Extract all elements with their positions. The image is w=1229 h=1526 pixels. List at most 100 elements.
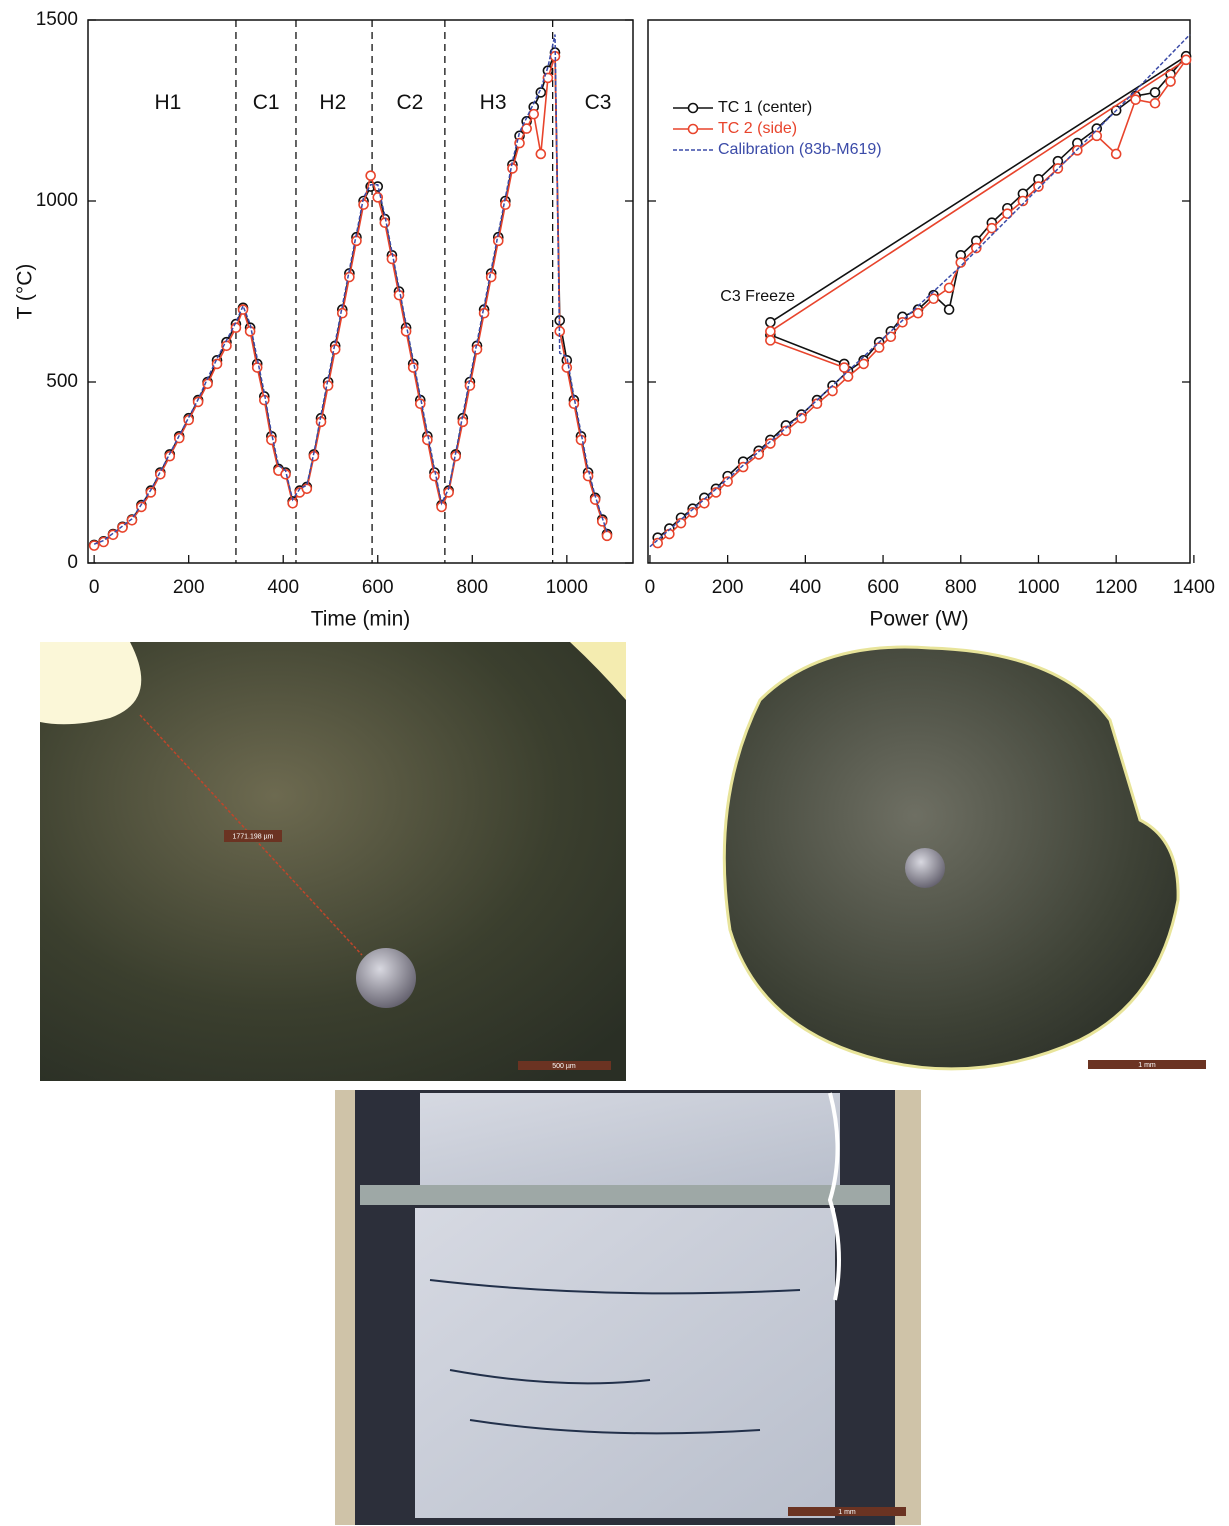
scale-bar [518, 1061, 611, 1070]
point [1110, 148, 1122, 160]
plot-frame [87, 19, 634, 564]
measure-box [224, 830, 282, 842]
point [329, 344, 341, 355]
point [601, 530, 613, 542]
micrograph-3: 1 mm [335, 1090, 921, 1525]
x-tick-label: 200 [173, 577, 205, 598]
point [765, 316, 776, 328]
point [928, 293, 939, 305]
point [943, 282, 955, 294]
point [897, 316, 908, 328]
point [429, 470, 440, 482]
point [827, 385, 838, 397]
point [322, 380, 334, 391]
sample [722, 645, 1180, 1071]
micrograph-1: 1771.198 µm 500 µm [40, 642, 626, 1081]
point [652, 537, 664, 549]
point [912, 307, 924, 319]
point [492, 235, 504, 247]
annotation: H2 [319, 91, 346, 114]
seam [360, 1185, 890, 1205]
point [765, 326, 776, 337]
point [1180, 54, 1192, 66]
point [478, 307, 490, 319]
point [528, 108, 540, 120]
annotation: C2 [396, 91, 423, 114]
point [722, 476, 733, 487]
point [1165, 76, 1176, 87]
point [266, 434, 277, 446]
point [1130, 94, 1141, 105]
point [351, 235, 362, 247]
point [664, 528, 675, 540]
x-tick-label: 1000 [546, 577, 588, 598]
point [943, 304, 955, 315]
scale-bar [1088, 1060, 1206, 1069]
point [358, 199, 369, 210]
scale-label: 500 µm [552, 1063, 576, 1070]
micrograph-2: 1 mm [722, 645, 1206, 1071]
point [485, 271, 497, 283]
point [211, 358, 223, 370]
point [753, 449, 765, 460]
point [500, 199, 511, 210]
y-tick-label: 0 [67, 552, 78, 573]
legend-label: TC 1 (center) [718, 99, 812, 116]
annotation: H1 [154, 91, 181, 114]
point [230, 322, 242, 334]
point [244, 326, 256, 337]
x-tick-label: 0 [89, 577, 100, 598]
x-tick-label: 800 [456, 577, 488, 598]
y-axis-label: T (°C) [14, 264, 37, 320]
point [1149, 97, 1161, 109]
y-tick-label: 500 [46, 371, 78, 392]
x-tick-label: 200 [712, 577, 744, 598]
x-axis-label: Time (min) [311, 608, 411, 631]
edge [570, 642, 626, 700]
point [575, 434, 587, 446]
point [507, 163, 518, 174]
annotation: C3 [585, 91, 612, 114]
cracks [429, 1279, 801, 1435]
legend-marker [687, 102, 699, 114]
x-tick-label: 600 [362, 577, 394, 598]
point [393, 289, 405, 301]
point [379, 217, 391, 229]
point [971, 242, 982, 254]
point [315, 416, 327, 428]
x-tick-label: 1400 [1173, 577, 1215, 598]
point [765, 335, 776, 346]
point [765, 438, 776, 449]
point [838, 362, 850, 373]
y-tick-label: 1000 [36, 190, 78, 211]
crystal [415, 1208, 835, 1518]
x-tick-label: 1200 [1095, 577, 1137, 598]
legend-label: Calibration (83b-M619) [718, 141, 882, 158]
point [422, 434, 433, 446]
annotation: H3 [480, 91, 507, 114]
legend-label: TC 2 (side) [718, 120, 797, 137]
point [365, 170, 376, 181]
point [885, 331, 897, 343]
point [699, 497, 710, 509]
crystal [420, 1093, 840, 1185]
x-tick-label: 1000 [1017, 577, 1059, 598]
point [337, 307, 348, 319]
point [1017, 195, 1029, 207]
edge [40, 642, 142, 725]
annotation: C3 Freeze [720, 288, 795, 305]
micrograph-bg [40, 642, 626, 1081]
point [126, 514, 138, 526]
point [344, 271, 355, 283]
x-tick-label: 800 [945, 577, 977, 598]
y-tick-label: 1500 [36, 9, 78, 30]
point [535, 148, 547, 160]
sphere [905, 848, 945, 888]
point [568, 398, 580, 410]
series-line [649, 33, 1191, 548]
x-tick-label: 400 [267, 577, 299, 598]
point [407, 362, 419, 373]
point [386, 253, 398, 265]
point [986, 222, 998, 234]
